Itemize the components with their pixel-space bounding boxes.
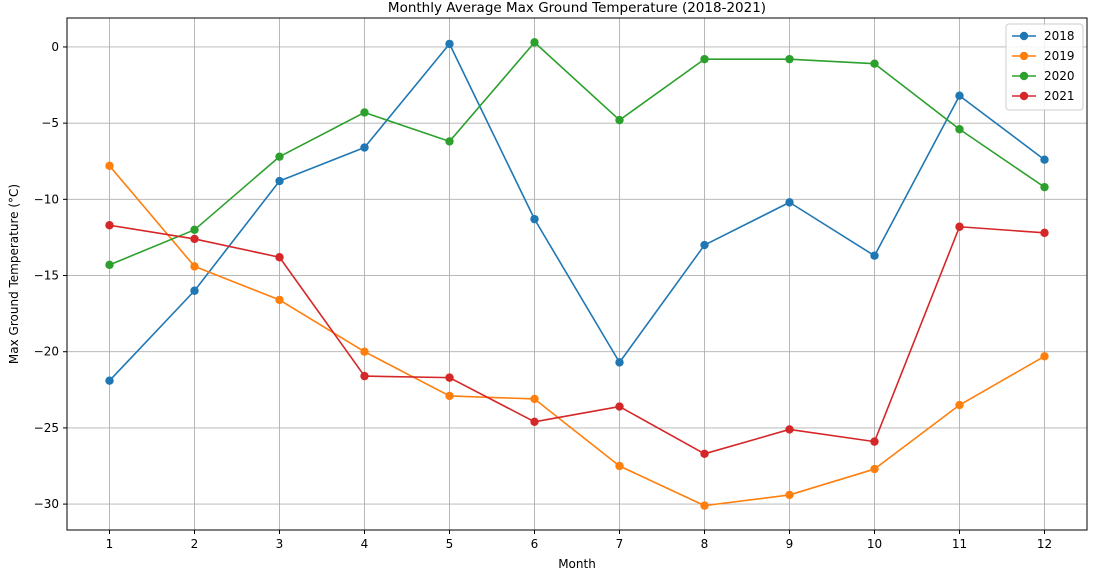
data-point-2019 <box>1040 352 1049 361</box>
data-point-2018 <box>360 143 369 152</box>
data-point-2018 <box>615 358 624 367</box>
data-point-2019 <box>785 490 794 500</box>
data-point-2020 <box>105 260 114 270</box>
y-axis-ticks: 0 −5 −10 −15 −20 −25 −30 <box>34 40 67 511</box>
plot-area-frame <box>66 17 1088 531</box>
data-point-2021 <box>360 371 369 381</box>
legend-marker <box>1019 51 1029 61</box>
data-point-2018 <box>1040 155 1049 164</box>
y-tick-label: −20 <box>34 345 59 359</box>
data-point-2020 <box>275 152 284 161</box>
series-line-2020 <box>109 41 1045 266</box>
data-point-2020 <box>785 54 794 64</box>
legend-item-2018: 2018 <box>1012 29 1075 43</box>
x-axis-label: Month <box>558 557 596 571</box>
x-tick-label: 4 <box>361 537 369 551</box>
x-tick-label: 7 <box>616 537 624 551</box>
chart-title: Monthly Average Max Ground Temperature (… <box>388 0 766 16</box>
data-point-2021 <box>105 221 114 230</box>
series-2020 <box>105 38 1049 270</box>
series-line-2019 <box>108 165 1045 507</box>
legend-box <box>1005 23 1084 111</box>
legend-marker <box>1019 71 1029 81</box>
data-point-2019 <box>445 391 454 401</box>
legend-label: 2019 <box>1044 49 1075 63</box>
y-tick-label: −30 <box>34 497 59 511</box>
data-point-2019 <box>700 501 709 510</box>
data-point-2021 <box>445 373 454 382</box>
y-tick-label: −5 <box>41 116 59 130</box>
data-point-2020 <box>530 38 539 47</box>
data-point-2021 <box>785 425 794 434</box>
data-point-2020 <box>360 108 369 117</box>
x-tick-label: 2 <box>191 537 199 551</box>
data-point-2021 <box>700 449 709 459</box>
series-line-2021 <box>109 224 1045 455</box>
series-2019 <box>105 161 1049 510</box>
legend-label: 2018 <box>1044 29 1075 43</box>
x-tick-label: 6 <box>531 537 539 551</box>
data-point-2018 <box>530 214 539 224</box>
data-point-2019 <box>955 400 964 410</box>
legend-label: 2020 <box>1044 69 1075 83</box>
y-tick-label: −10 <box>34 192 59 206</box>
legend-item-2019: 2019 <box>1012 49 1075 63</box>
data-point-2019 <box>870 464 879 474</box>
data-point-2018 <box>190 286 199 295</box>
x-tick-label: 11 <box>952 537 967 551</box>
data-point-2021 <box>955 222 964 231</box>
y-tick-label: −25 <box>34 421 59 435</box>
legend-marker <box>1019 31 1029 41</box>
x-tick-label: 3 <box>276 537 284 551</box>
data-point-2020 <box>190 225 199 235</box>
data-point-2020 <box>615 115 624 125</box>
series-line-2018 <box>108 43 1045 382</box>
data-point-2019 <box>615 461 624 471</box>
y-tick-label: −15 <box>34 269 59 283</box>
data-point-2020 <box>955 125 964 134</box>
data-point-2020 <box>700 54 709 64</box>
data-point-2018 <box>785 198 794 207</box>
data-point-2019 <box>360 347 369 356</box>
y-tick-label: 0 <box>51 40 59 54</box>
x-tick-label: 12 <box>1037 537 1052 551</box>
data-point-2021 <box>530 417 539 427</box>
data-point-2021 <box>615 402 624 411</box>
data-point-2021 <box>1040 228 1049 238</box>
data-point-2019 <box>190 262 199 271</box>
data-point-2018 <box>105 376 114 385</box>
data-point-2021 <box>190 234 199 244</box>
series-lines <box>105 38 1049 510</box>
data-point-2018 <box>870 251 879 260</box>
data-point-2018 <box>700 240 709 250</box>
data-point-2020 <box>1040 182 1049 192</box>
data-point-2019 <box>275 295 284 305</box>
y-axis-label: Max Ground Temperature (°C) <box>7 184 21 364</box>
data-point-2019 <box>105 161 114 171</box>
legend-item-2020: 2020 <box>1012 69 1075 83</box>
x-tick-label: 8 <box>701 537 709 551</box>
data-point-2018 <box>275 176 284 186</box>
x-tick-label: 1 <box>106 537 114 551</box>
legend-marker <box>1019 91 1029 101</box>
legend: 2018 2019 2020 2021 <box>1005 23 1084 111</box>
series-2018 <box>105 39 1049 385</box>
data-point-2019 <box>530 394 539 404</box>
data-point-2021 <box>870 437 879 446</box>
data-point-2020 <box>870 59 879 68</box>
data-point-2020 <box>445 137 454 146</box>
legend-label: 2021 <box>1044 89 1075 103</box>
data-point-2018 <box>955 91 964 100</box>
series-2021 <box>105 221 1049 459</box>
x-tick-label: 5 <box>446 537 454 551</box>
x-axis-ticks: 1 2 3 4 5 6 7 8 9 10 11 12 <box>106 530 1052 551</box>
data-point-2018 <box>445 39 454 49</box>
data-point-2021 <box>275 253 284 262</box>
x-tick-label: 9 <box>786 537 794 551</box>
x-tick-label: 10 <box>867 537 882 551</box>
legend-item-2021: 2021 <box>1012 89 1075 103</box>
grid <box>67 18 1087 530</box>
